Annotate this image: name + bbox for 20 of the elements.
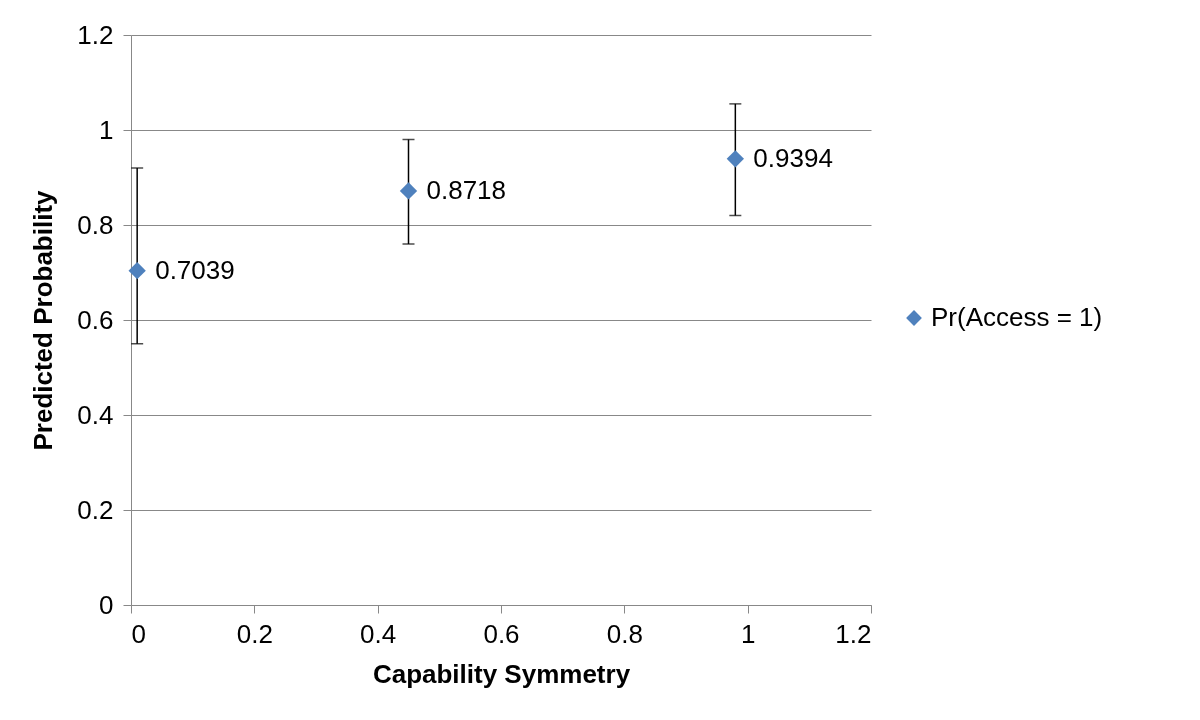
x-tick-label: 0.2: [236, 618, 273, 649]
x-axis-title: Capability Symmetry: [372, 658, 631, 689]
x-tick-label: 0.8: [606, 618, 643, 649]
x-tick-label: 0.4: [360, 618, 397, 649]
y-tick-label: 0.6: [77, 304, 114, 335]
x-tick-label: 1: [740, 618, 756, 649]
y-tick-label: 0: [99, 589, 114, 620]
data-label: 0.8718: [426, 174, 507, 205]
y-tick-label: 1.2: [77, 19, 114, 50]
data-label: 0.9394: [753, 142, 833, 173]
data-label: 0.7039: [155, 254, 235, 285]
y-tick-label: 0.2: [77, 494, 114, 525]
y-tick-label: 0.4: [77, 399, 114, 430]
y-tick-label: 1: [99, 114, 114, 145]
y-axis-title: Predicted Probability: [28, 189, 59, 451]
x-tick-label: 1.2: [835, 618, 872, 649]
y-tick-label: 0.8: [77, 209, 114, 240]
x-tick-label: 0.6: [483, 618, 520, 649]
legend-label: Pr(Access = 1): [931, 302, 1103, 332]
x-tick-label: 0: [131, 618, 146, 649]
